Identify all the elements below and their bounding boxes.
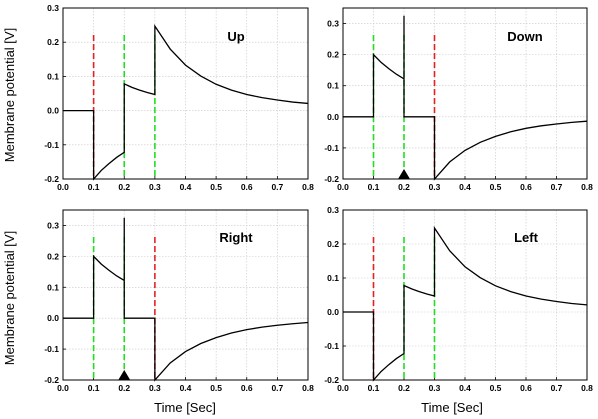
- y-tick-label: -0.2: [324, 375, 339, 385]
- x-tick-label: 0.1: [88, 383, 100, 393]
- y-tick-label: 0.2: [47, 37, 59, 47]
- x-tick-label: 0.4: [180, 182, 192, 192]
- panels-group: 0.0 0.1 0.2 0.3 0.4 0.5 0.6 0.7 0.8 -0.2 -0.1 0.0 0.…: [44, 3, 593, 393]
- y-tick-label: 0.0: [47, 313, 59, 323]
- plot-frame: [62, 7, 309, 180]
- x-tick-label: 0.4: [459, 383, 471, 393]
- panel-title: Left: [514, 230, 539, 245]
- x-tick-label: 0.5: [210, 383, 222, 393]
- x-tick-label: 0.8: [302, 182, 314, 192]
- x-tick-label: 0.2: [398, 182, 410, 192]
- y-tick-label: -0.1: [324, 341, 339, 351]
- membrane-potential-line: [63, 23, 309, 181]
- y-tick-label: -0.2: [44, 375, 59, 385]
- x-tick-label: 0.1: [88, 182, 100, 192]
- y-tick-label: 0.1: [47, 71, 59, 81]
- ylabel-top: Membrane potential [V]: [2, 28, 17, 162]
- x-tick-label: 0.3: [429, 383, 441, 393]
- x-tick-label: 0.1: [368, 182, 380, 192]
- x-tick-label: 0.7: [551, 182, 563, 192]
- x-tick-label: 0.8: [302, 383, 314, 393]
- x-tick-label: 0.6: [520, 182, 532, 192]
- x-tick-label: 0.3: [429, 182, 441, 192]
- y-tick-label: 0.2: [47, 251, 59, 261]
- panel-title: Up: [227, 29, 244, 44]
- y-tick-label: 0.3: [47, 3, 59, 13]
- x-tick-label: 0.2: [118, 383, 130, 393]
- x-tick-label: 0.4: [180, 383, 192, 393]
- spike-triangle-icon: [398, 169, 410, 179]
- y-tick-label: 0.2: [327, 239, 339, 249]
- y-tick-label: 0.1: [47, 282, 59, 292]
- panel-1: 0.0 0.1 0.2 0.3 0.4 0.5 0.6 0.7 0.8 -0.2 -0.1 0.0 0.…: [44, 3, 314, 192]
- x-tick-label: 0.5: [490, 383, 502, 393]
- x-tick-label: 0.3: [149, 383, 161, 393]
- x-tick-label: 0.7: [271, 182, 283, 192]
- membrane-potential-line: [343, 225, 588, 382]
- panel-4: 0.0 0.1 0.2 0.3 0.4 0.5 0.6 0.7 0.8 -0.2 -0.1 0.0 0.…: [324, 205, 593, 393]
- y-tick-label: 0.1: [327, 81, 339, 91]
- x-tick-label: 0.2: [398, 383, 410, 393]
- y-tick-label: 0.1: [327, 273, 339, 283]
- membrane-potential-line: [63, 217, 309, 382]
- plot-frame: [62, 209, 309, 381]
- panel-title: Right: [219, 230, 253, 245]
- x-tick-label: 0.0: [337, 383, 349, 393]
- membrane-potential-line: [343, 15, 588, 181]
- y-tick-label: 0.2: [327, 50, 339, 60]
- y-tick-label: 0.3: [327, 19, 339, 29]
- panel-title: Down: [507, 29, 542, 44]
- x-tick-label: 0.6: [241, 182, 253, 192]
- xlabel-left: Time [Sec]: [154, 400, 216, 415]
- x-tick-label: 0.0: [337, 182, 349, 192]
- y-tick-label: 0.0: [327, 112, 339, 122]
- x-tick-label: 0.8: [581, 182, 593, 192]
- y-tick-label: 0.0: [47, 106, 59, 116]
- plot-frame: [342, 7, 588, 180]
- y-tick-label: 0.0: [327, 307, 339, 317]
- y-tick-label: 0.3: [327, 205, 339, 215]
- y-tick-label: 0.3: [47, 220, 59, 230]
- ylabel-bottom: Membrane potential [V]: [2, 231, 17, 365]
- x-tick-label: 0.8: [581, 383, 593, 393]
- xlabel-right: Time [Sec]: [421, 400, 483, 415]
- x-tick-label: 0.5: [490, 182, 502, 192]
- y-tick-label: -0.1: [44, 344, 59, 354]
- y-tick-label: -0.2: [324, 174, 339, 184]
- spike-triangle-icon: [118, 370, 131, 380]
- x-tick-label: 0.0: [57, 383, 69, 393]
- x-tick-label: 0.1: [368, 383, 380, 393]
- y-tick-label: -0.1: [44, 140, 59, 150]
- x-tick-label: 0.2: [118, 182, 130, 192]
- x-tick-label: 0.6: [241, 383, 253, 393]
- plot-frame: [342, 209, 588, 381]
- y-tick-label: -0.2: [44, 174, 59, 184]
- x-tick-label: 0.6: [520, 383, 532, 393]
- x-tick-label: 0.5: [210, 182, 222, 192]
- x-tick-label: 0.7: [551, 383, 563, 393]
- x-tick-label: 0.7: [271, 383, 283, 393]
- x-tick-label: 0.4: [459, 182, 471, 192]
- panel-3: 0.0 0.1 0.2 0.3 0.4 0.5 0.6 0.7 0.8 -0.2 -0.1 0.0 0.…: [44, 209, 314, 393]
- panel-2: 0.0 0.1 0.2 0.3 0.4 0.5 0.6 0.7 0.8 -0.2 -0.1 0.0 0.…: [324, 7, 593, 192]
- y-tick-label: -0.1: [324, 143, 339, 153]
- x-tick-label: 0.0: [57, 182, 69, 192]
- x-tick-label: 0.3: [149, 182, 161, 192]
